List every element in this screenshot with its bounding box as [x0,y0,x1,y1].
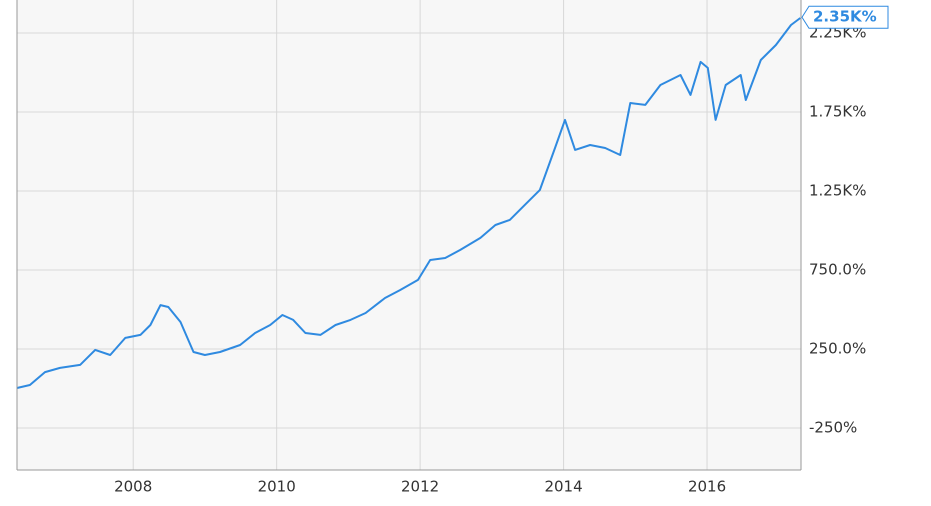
y-tick-label: -250% [809,418,857,436]
line [16,17,801,389]
x-tick-label: 2012 [401,478,439,496]
plot-area [17,0,801,470]
y-tick-label: 250.0% [809,339,866,357]
x-tick-label: 2008 [114,478,152,496]
last-value-box [801,5,889,29]
y-tick-label: 1.25K% [809,182,867,200]
last-value-label: 2.35K% [813,8,877,26]
x-tick-label: 2014 [544,478,582,496]
x-tick-label: 2010 [258,478,296,496]
y-tick-label: 1.75K% [809,103,867,121]
y-tick-label: 750.0% [809,260,866,278]
x-tick-label: 2016 [688,478,726,496]
